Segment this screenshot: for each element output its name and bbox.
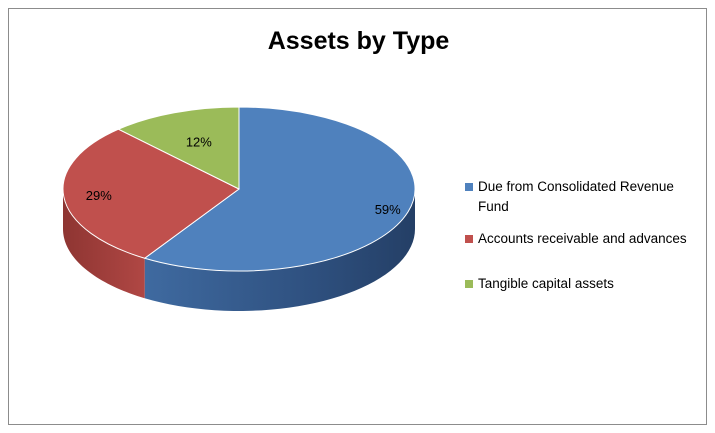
pie-slice <box>62 128 240 259</box>
pie-sides <box>63 189 415 311</box>
pie-data-label: 59% <box>375 202 401 217</box>
pie-data-label: 12% <box>186 135 212 150</box>
legend-label: Tangible capital assets <box>478 276 614 291</box>
legend-item: Tangible capital assets <box>465 274 705 294</box>
legend-swatch <box>465 183 473 191</box>
pie-data-labels: 59% 29% 12% <box>86 135 401 217</box>
pie-slice-side <box>63 189 145 299</box>
chart-title: Assets by Type <box>267 27 450 55</box>
legend-item: Due from Consolidated Revenue Fund <box>465 177 705 217</box>
pie-plot: 59% 29% 12% <box>62 106 416 311</box>
legend-label: Accounts receivable and advances <box>478 231 687 246</box>
chart-area: Assets by Type 59% 29% 12% Due from Consol… <box>8 8 707 425</box>
pie-slice <box>143 106 416 272</box>
pie-slices <box>62 106 416 272</box>
pie-slice-side <box>144 189 415 311</box>
legend-swatch <box>465 235 473 243</box>
legend-label: Due from Consolidated Revenue Fund <box>478 179 674 214</box>
legend-item: Accounts receivable and advances <box>465 229 705 249</box>
legend-swatch <box>465 280 473 288</box>
pie-data-label: 29% <box>86 188 112 203</box>
pie-slice <box>117 106 240 190</box>
